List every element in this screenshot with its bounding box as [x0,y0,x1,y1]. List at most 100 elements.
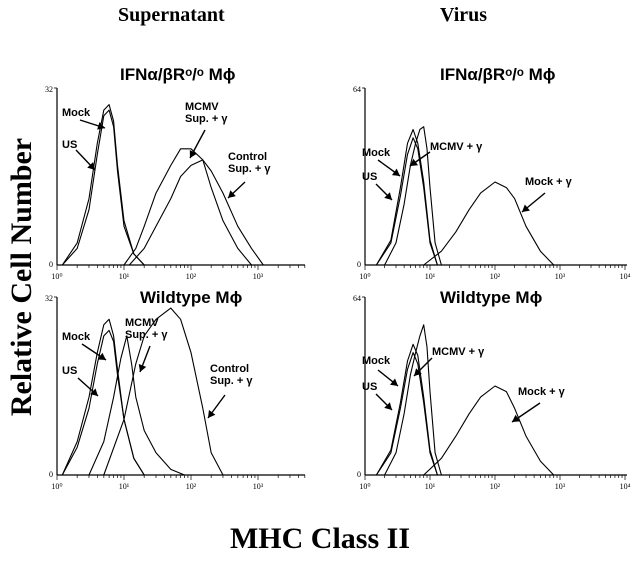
panel4-x-tick-label: 10² [490,482,501,491]
panel3-annotation-line: US [62,365,77,377]
panel2-annotation-line: US [362,171,377,183]
panel3-arrowhead [97,352,106,360]
panel4-arrowhead [414,368,422,376]
panel1-annotation-line: Control [228,151,267,163]
panel4-series-4 [423,385,555,476]
panel2-x-tick-label: 10⁴ [620,272,631,281]
panel2-x-tick-label: 10⁰ [359,272,370,281]
panel3-x-tick-label: 10² [186,482,197,491]
panel2-arrowhead [384,192,392,200]
panel2-x-tick-label: 10² [490,272,501,281]
panel2-arrowhead [391,168,400,176]
panel1-annotation-line: Sup. + γ [228,163,271,175]
panel1-annotation: MCMV Sup. + γ [185,101,228,125]
panel2-y-tick-label: 64 [353,85,361,94]
panel4-x-tick-label: 10⁰ [359,482,370,491]
panel3-arrowhead [90,388,98,396]
panel3-y-tick-label: 0 [49,470,53,479]
panel1-series-2 [61,104,145,266]
panel4-annotation-line: MCMV + γ [432,346,485,358]
panel1-arrowhead [228,190,236,198]
panel3-series-1 [61,329,145,476]
panel1-annotation: US [62,139,77,151]
panel4-x-tick-label: 10⁴ [620,482,631,491]
panel3-annotation: US [62,365,77,377]
panel2-annotation-line: MCMV + γ [430,141,483,153]
panel2-annotation-line: Mock [362,147,391,159]
panel2-y-tick-label: 0 [357,260,361,269]
panel1-annotation: Control Sup. + γ [228,151,271,175]
col-title-virus: Virus [440,4,488,26]
panel1-series-3 [123,148,252,266]
panel3-annotation-line: MCMV [125,317,159,329]
panel2-annotation: Mock [362,147,391,159]
panel1-series-4 [128,159,264,266]
panel1-arrowhead [189,149,197,158]
panel2-annotation: US [362,171,377,183]
panel4-annotation-line: Mock [362,355,391,367]
panel2-series-4 [423,181,555,266]
panel2-title: IFNα/βRᵒ/ᵒ Mϕ [440,65,556,84]
panel3-annotation-line: Control [210,363,249,375]
panel4-annotation-line: Mock + γ [518,386,566,398]
panel3-series-4 [103,307,224,476]
panel3-annotation: Control Sup. + γ [210,363,253,387]
panel1-annotation: Mock [62,107,91,119]
panel1-arrowhead [97,122,105,130]
panel4-series-2 [375,343,438,476]
panel4-y-tick-label: 0 [357,470,361,479]
panel3-series-2 [61,318,145,476]
panel1-y-tick-label: 0 [49,260,53,269]
panel4-y-tick-label: 64 [353,294,361,303]
panel2-annotation-line: Mock + γ [525,176,573,188]
panel3-title: Wildtype Mϕ [140,288,243,307]
panel4-arrowhead [390,378,398,386]
panel4-annotation: MCMV + γ [432,346,485,358]
panel3-annotation: MCMV Sup. + γ [125,317,168,341]
panel3-annotation: Mock [62,331,91,343]
panel4-x-tick-label: 10¹ [425,482,436,491]
panel3-series-3 [88,335,185,476]
panel3-annotation-line: Sup. + γ [210,375,253,387]
panel1-arrowhead [87,162,95,170]
panel4-x-tick-label: 10³ [555,482,566,491]
panel2-x-tick-label: 10³ [555,272,566,281]
panel2-annotation: Mock + γ [525,176,573,188]
panel4-arrowhead [512,414,521,422]
panel1-title: IFNα/βRᵒ/ᵒ Mϕ [120,65,236,84]
panel3-arrowhead [208,409,216,418]
panel4-series-3 [384,324,442,476]
panel2-x-tick-label: 10¹ [425,272,436,281]
panel1-annotation-line: Mock [62,107,91,119]
panel1-y-tick-label: 32 [45,85,53,94]
panel4-annotation: US [362,381,377,393]
panel2-series-3 [384,126,442,266]
panel3-x-tick-label: 10¹ [119,482,130,491]
panel3-annotation-line: Mock [62,331,91,343]
panel4-annotation: Mock + γ [518,386,566,398]
panel1-annotation-line: MCMV [185,101,219,113]
panel1-x-tick-label: 10² [186,272,197,281]
panel3-y-tick-label: 32 [45,294,53,303]
panel3-annotation-line: Sup. + γ [125,329,168,341]
panel2-arrowhead [410,158,419,166]
panel1-annotation-line: US [62,139,77,151]
panel2-series-2 [375,128,438,266]
panel1-x-tick-label: 10¹ [119,272,130,281]
panel4-arrowhead [384,402,392,410]
panel4-annotation-line: US [362,381,377,393]
panel3-x-tick-label: 10⁰ [51,482,62,491]
panel2-arrowhead [522,204,530,212]
panel2-annotation: MCMV + γ [430,141,483,153]
panel4-annotation: Mock [362,355,391,367]
panel1-series-1 [61,109,145,266]
col-title-supernatant: Supernatant [118,4,225,26]
panel3-x-tick-label: 10³ [253,482,264,491]
panel3-arrowhead [138,364,147,372]
panel1-x-tick-label: 10³ [253,272,264,281]
panel1-x-tick-label: 10⁰ [51,272,62,281]
panel1-annotation-line: Sup. + γ [185,113,228,125]
panel4-title: Wildtype Mϕ [440,288,543,307]
x-axis-label: MHC Class II [229,522,410,555]
